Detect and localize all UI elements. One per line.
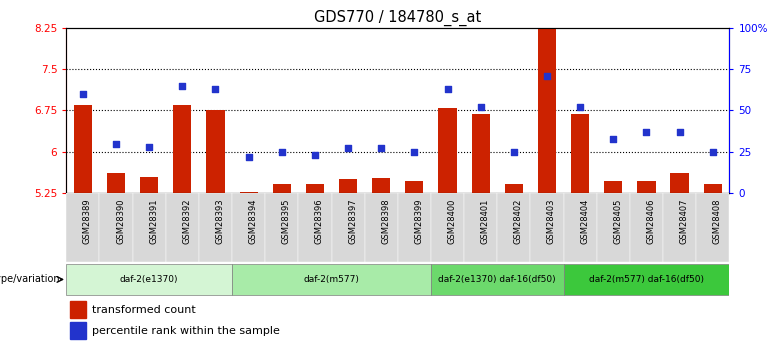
Point	[209, 86, 222, 92]
Bar	[232, 264, 431, 295]
Text: GSM28395: GSM28395	[282, 199, 291, 244]
Point	[110, 141, 122, 146]
Point	[176, 83, 189, 88]
Text: GSM28408: GSM28408	[713, 199, 722, 244]
Text: GSM28392: GSM28392	[183, 199, 191, 244]
Point	[309, 152, 321, 158]
Bar	[498, 193, 530, 262]
Point	[243, 154, 255, 159]
Bar	[364, 193, 398, 262]
Text: transformed count: transformed count	[92, 305, 196, 315]
Bar	[438, 108, 456, 193]
Point	[275, 149, 288, 155]
Point	[607, 136, 619, 141]
Bar	[431, 193, 464, 262]
Bar	[505, 184, 523, 193]
Bar	[265, 193, 298, 262]
Bar	[597, 193, 629, 262]
Bar	[372, 178, 390, 193]
Point	[375, 146, 388, 151]
Bar	[133, 193, 166, 262]
Point	[441, 86, 454, 92]
Point	[474, 104, 487, 110]
Bar	[431, 264, 563, 295]
Text: daf-2(e1370) daf-16(df50): daf-2(e1370) daf-16(df50)	[438, 275, 556, 284]
Bar	[107, 173, 125, 193]
Text: GSM28400: GSM28400	[448, 199, 456, 244]
Bar	[239, 192, 257, 193]
Bar	[70, 301, 86, 318]
Point	[408, 149, 420, 155]
Point	[508, 149, 520, 155]
Bar	[563, 264, 729, 295]
Text: GSM28402: GSM28402	[514, 199, 523, 244]
Text: daf-2(m577) daf-16(df50): daf-2(m577) daf-16(df50)	[589, 275, 704, 284]
Bar	[74, 105, 92, 193]
Bar	[199, 193, 232, 262]
Text: GSM28401: GSM28401	[480, 199, 490, 244]
Point	[76, 91, 89, 97]
Text: daf-2(m577): daf-2(m577)	[303, 275, 360, 284]
Bar	[66, 193, 100, 262]
Bar	[207, 110, 225, 193]
Bar	[604, 180, 622, 193]
Bar	[398, 193, 431, 262]
Bar	[637, 181, 655, 193]
Bar	[273, 184, 291, 193]
Text: GSM28396: GSM28396	[315, 199, 324, 244]
Text: genotype/variation: genotype/variation	[0, 275, 62, 284]
Bar	[563, 193, 597, 262]
Point	[707, 149, 719, 155]
Bar	[140, 177, 158, 193]
Text: GSM28405: GSM28405	[613, 199, 622, 244]
Bar	[530, 193, 563, 262]
Point	[541, 73, 553, 78]
Text: GSM28393: GSM28393	[215, 199, 225, 244]
Text: GSM28397: GSM28397	[348, 199, 357, 244]
Text: GSM28407: GSM28407	[679, 199, 689, 244]
Text: GSM28389: GSM28389	[83, 199, 92, 244]
Bar	[100, 193, 133, 262]
Text: percentile rank within the sample: percentile rank within the sample	[92, 326, 279, 336]
Point	[342, 146, 354, 151]
Bar	[704, 184, 722, 193]
Text: GSM28391: GSM28391	[149, 199, 158, 244]
Point	[574, 104, 587, 110]
Text: GSM28404: GSM28404	[580, 199, 589, 244]
Text: GSM28406: GSM28406	[647, 199, 655, 244]
Bar	[406, 181, 424, 193]
Bar	[571, 114, 589, 193]
Point	[673, 129, 686, 135]
Bar	[696, 193, 729, 262]
Bar	[339, 179, 357, 193]
Point	[640, 129, 653, 135]
Text: GSM28398: GSM28398	[381, 199, 390, 244]
Bar	[173, 105, 191, 193]
Title: GDS770 / 184780_s_at: GDS770 / 184780_s_at	[314, 10, 481, 26]
Bar	[464, 193, 498, 262]
Text: GSM28403: GSM28403	[547, 199, 556, 244]
Bar	[663, 193, 696, 262]
Bar	[232, 193, 265, 262]
Bar	[70, 322, 86, 339]
Text: GSM28399: GSM28399	[414, 199, 424, 244]
Bar	[538, 26, 556, 193]
Bar	[332, 193, 364, 262]
Text: GSM28390: GSM28390	[116, 199, 125, 244]
Text: GSM28394: GSM28394	[249, 199, 257, 244]
Bar	[671, 173, 689, 193]
Point	[143, 144, 155, 150]
Bar	[472, 114, 490, 193]
Bar	[165, 193, 199, 262]
Bar	[66, 264, 232, 295]
Text: daf-2(e1370): daf-2(e1370)	[120, 275, 179, 284]
Bar	[298, 193, 331, 262]
Bar	[630, 193, 663, 262]
Bar	[306, 184, 324, 193]
